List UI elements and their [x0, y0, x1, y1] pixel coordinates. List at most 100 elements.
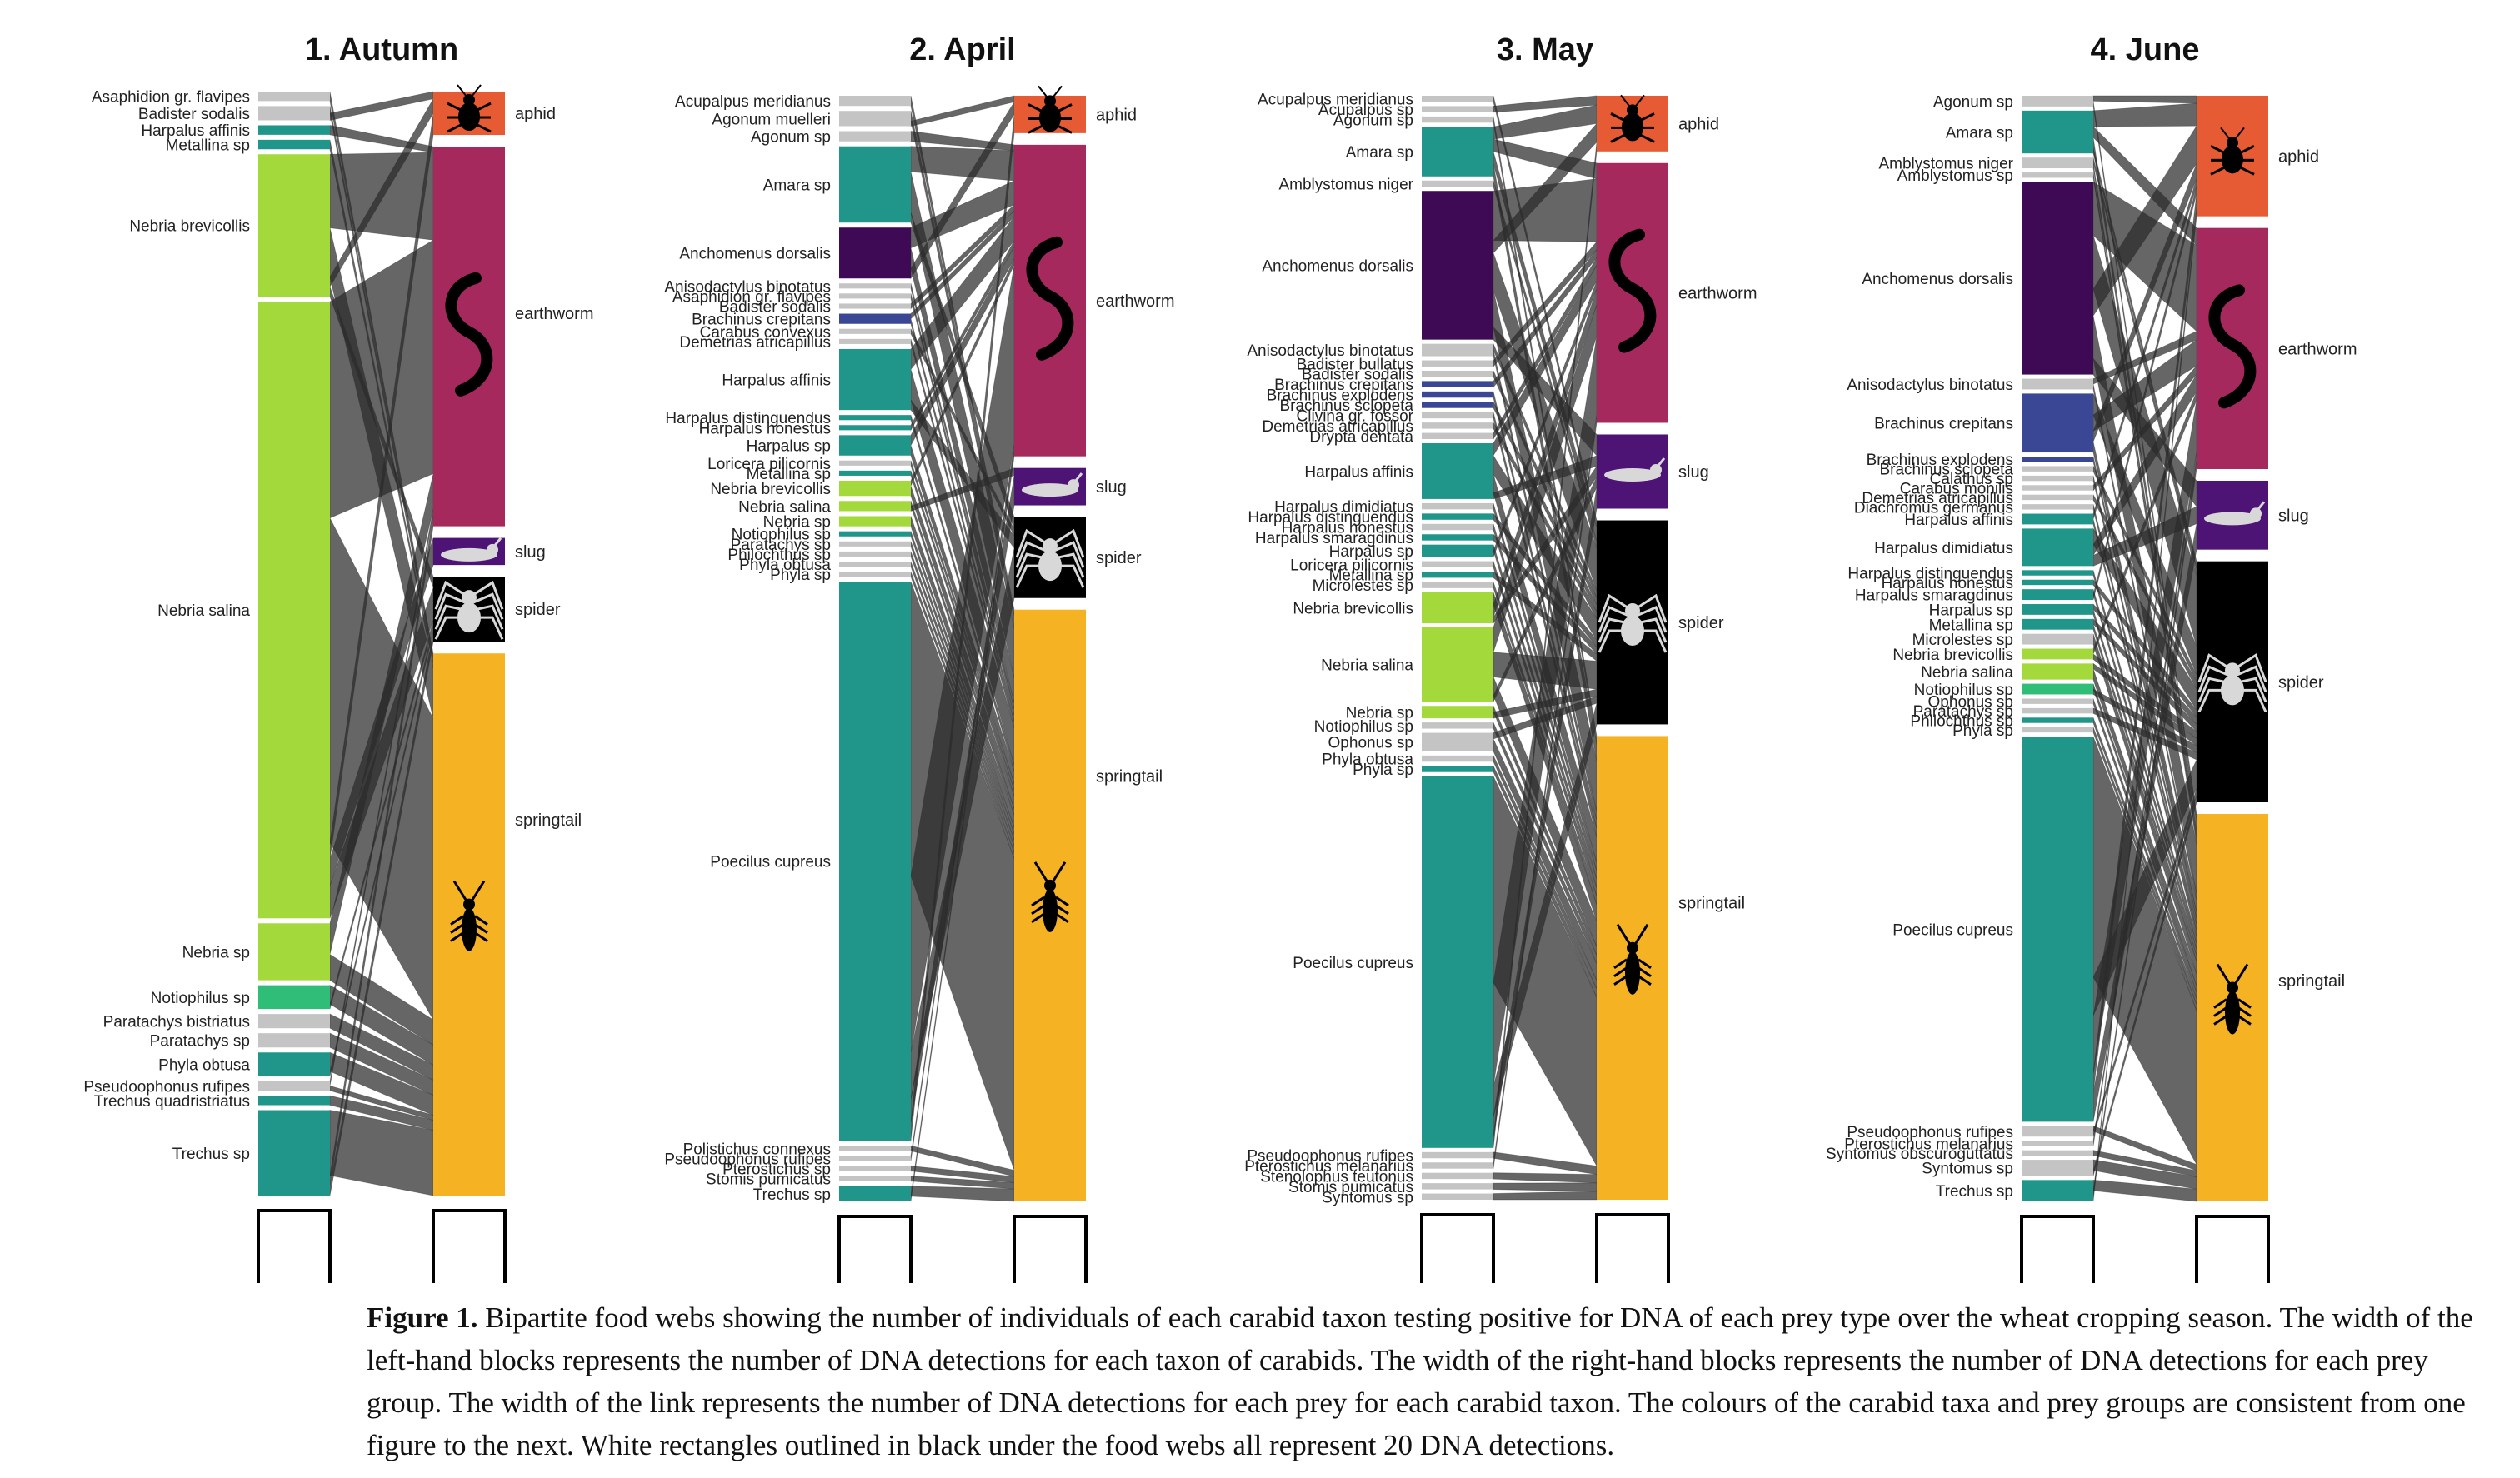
carabid-label: Syntomus obscuroguttatus: [1826, 1146, 2013, 1163]
carabid-label: Paratachys sp: [1913, 703, 2013, 721]
food-web-link: [1492, 1191, 1598, 1201]
carabid-bar-acupalpus-sp: [1422, 106, 1493, 112]
carabid-label: Pterostichus melanarius: [1844, 1136, 2013, 1153]
carabid-bar-microlestes-sp: [1422, 582, 1493, 588]
carabid-bar-polistichus-connexus: [839, 1146, 911, 1151]
carabid-label: Harpalus sp: [747, 438, 831, 456]
carabid-bar-harpalus-sp: [1422, 544, 1493, 557]
carabid-label: Demetrias atricapillus: [1262, 418, 1413, 436]
scale-rectangle-left: [1420, 1213, 1495, 1283]
carabid-bar-amara-sp: [1422, 127, 1493, 177]
carabid-bar-microlestes-sp: [2022, 633, 2093, 645]
carabid-bar-pseudoophonus-rufipes: [1422, 1151, 1493, 1159]
carabid-label: Pterostichus melanarius: [1244, 1158, 1413, 1176]
carabid-label: Agonum sp: [751, 129, 831, 147]
carabid-bar-harpalus-honestus: [1422, 523, 1493, 531]
carabid-bar-drypta-dentata: [1422, 432, 1493, 440]
carabid-bar-amblystomus-niger: [1422, 180, 1493, 187]
carabid-bar-agonum-sp: [839, 131, 911, 142]
carabid-label: Metallina sp: [166, 137, 250, 155]
carabid-bar-harpalus-smaragdinus: [1422, 534, 1493, 541]
prey-label: springtail: [1678, 894, 1745, 912]
carabid-label: Harpalus affinis: [722, 372, 831, 390]
carabid-label: Philochthus sp: [728, 547, 831, 564]
carabid-label: Anchomenus dorsalis: [1862, 271, 2013, 288]
carabid-label: Stomis pumicatus: [1288, 1179, 1413, 1196]
carabid-label: Notiophilus sp: [1314, 718, 1413, 736]
carabid-bar-metallina-sp: [258, 139, 330, 150]
carabid-label: Harpalus affinis: [1304, 463, 1413, 481]
carabid-bar-paratachys-bistriatus: [258, 1014, 330, 1029]
spider-icon: [2198, 653, 2268, 712]
carabid-bar-nebria-brevicollis: [1422, 592, 1493, 624]
carabid-bar-harpalus-dimidiatus: [2022, 528, 2093, 567]
carabid-label: Badister sodalis: [719, 298, 831, 316]
panel-title: 4. June: [2091, 32, 2200, 67]
carabid-bar-nebria-sp: [1422, 706, 1493, 719]
carabid-bar-nebria-sp: [258, 923, 330, 981]
carabid-bar-loricera-pilicornis: [839, 460, 911, 466]
carabid-bar-metallina-sp: [839, 470, 911, 476]
carabid-label: Harpalus affinis: [1904, 512, 2013, 529]
carabid-bar-poecilus-cupreus: [1422, 776, 1493, 1148]
carabid-label: Asaphidion gr. flavipes: [92, 89, 250, 107]
carabid-bar-brachinus-crepitans: [1422, 381, 1493, 387]
springtail-icon: [450, 880, 488, 951]
prey-label: aphid: [515, 105, 556, 123]
scale-rectangle-right: [1012, 1215, 1088, 1283]
scale-rectangle-right: [1595, 1213, 1670, 1283]
carabid-label: Nebria sp: [182, 944, 250, 961]
aphid-icon: [1610, 94, 1655, 143]
springtail-icon: [2213, 963, 2252, 1035]
carabid-label: Agonum sp: [1333, 112, 1413, 130]
carabid-bar-harpalus-affinis: [839, 348, 911, 411]
carabid-bar-asaphidion-gr-flavipes: [258, 92, 330, 102]
carabid-bar-pterostichus-melanarius: [1422, 1162, 1493, 1169]
carabid-bar-ophonus-sp: [1422, 732, 1493, 751]
carabid-label: Harpalus smaragdinus: [1855, 587, 2013, 605]
carabid-bar-philochthus-sp: [2022, 717, 2093, 723]
carabid-label: Phyla sp: [1352, 761, 1413, 779]
carabid-bar-harpalus-smaragdinus: [2022, 589, 2093, 601]
carabid-label: Nebria sp: [763, 514, 831, 532]
carabid-label: Diachromus germanus: [1854, 499, 2013, 517]
prey-label: spider: [515, 601, 561, 619]
carabid-label: Nebria salina: [158, 602, 250, 620]
carabid-bar-agonum-muelleri: [839, 111, 911, 127]
prey-label: spider: [2278, 673, 2324, 692]
carabid-label: Brachinus crepitans: [1874, 416, 2013, 433]
carabid-label: Carabus monilis: [1900, 481, 2013, 498]
carabid-bar-brachinus-crepitans: [2022, 393, 2093, 453]
scale-rectangle-left: [257, 1209, 332, 1283]
carabid-bar-pseudoophonus-rufipes: [258, 1081, 330, 1091]
carabid-label: Amara sp: [1946, 125, 2013, 142]
carabid-label: Acupalpus meridianus: [675, 93, 831, 111]
carabid-bar-poecilus-cupreus: [839, 582, 911, 1141]
carabid-label: Nebria brevicollis: [129, 218, 250, 236]
aphid-icon: [1028, 85, 1072, 134]
slug-icon: [441, 537, 502, 562]
carabid-bar-asaphidion-gr-flavipes: [839, 293, 911, 299]
carabid-label: Notiophilus sp: [151, 990, 250, 1007]
carabid-bar-anchomenus-dorsalis: [1422, 191, 1493, 340]
carabid-bar-loricera-pilicornis: [1422, 561, 1493, 567]
carabid-label: Paratachys sp: [150, 1033, 250, 1051]
carabid-bar-amblystomus-sp: [2022, 172, 2093, 178]
carabid-bar-carabus-monilis: [2022, 485, 2093, 491]
carabid-label: Pseudoophonus rufipes: [1847, 1124, 2013, 1141]
carabid-label: Nebria salina: [738, 498, 831, 516]
carabid-bar-harpalus-distinguendus: [2022, 570, 2093, 576]
carabid-bar-trechus-sp: [258, 1110, 330, 1196]
carabid-label: Paratachys sp: [731, 537, 831, 554]
carabid-bar-brachinus-sclopeta: [2022, 466, 2093, 472]
carabid-label: Asaphidion gr. flavipes: [672, 288, 831, 306]
carabid-bar-clivina-gr-fossor: [1422, 412, 1493, 419]
carabid-label: Agonum muelleri: [712, 111, 831, 128]
caption-text: Bipartite food webs showing the number o…: [367, 1301, 2473, 1461]
carabid-bar-anchomenus-dorsalis: [2022, 182, 2093, 375]
carabid-label: Pseudoophonus rufipes: [664, 1151, 831, 1168]
carabid-label: Harpalus honestus: [1882, 575, 2013, 592]
carabid-label: Anisodactylus binotatus: [1847, 377, 2013, 394]
prey-label: earthworm: [2278, 340, 2357, 358]
